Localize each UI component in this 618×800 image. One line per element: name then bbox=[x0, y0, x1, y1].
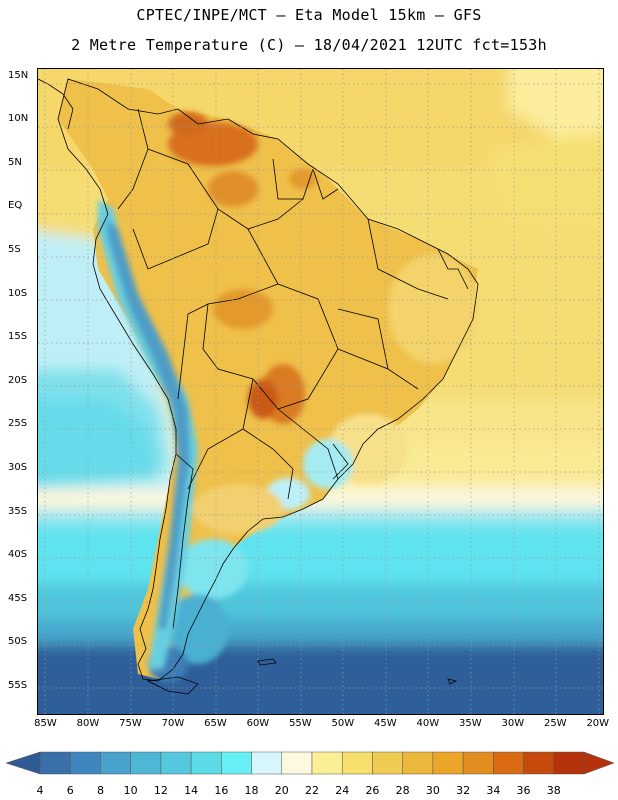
colorbar-label: 28 bbox=[395, 784, 410, 797]
longitude-label: 45W bbox=[374, 718, 397, 729]
temperature-map bbox=[37, 68, 604, 715]
colorbar-label: 22 bbox=[305, 784, 319, 797]
colorbar-label: 30 bbox=[425, 784, 440, 797]
colorbar-swatch bbox=[462, 751, 494, 775]
colorbar-swatch bbox=[372, 751, 403, 775]
longitude-label: 60W bbox=[246, 718, 270, 729]
colorbar-swatch bbox=[39, 751, 71, 775]
colorbar-label: 10 bbox=[123, 784, 138, 797]
colorbar-swatch bbox=[190, 751, 222, 775]
colorbar-swatch bbox=[251, 751, 283, 775]
latitude-label: 25S bbox=[8, 418, 28, 430]
colorbar-label: 16 bbox=[214, 784, 229, 797]
colorbar-swatch bbox=[130, 751, 162, 775]
latitude-label: 30S bbox=[8, 461, 28, 473]
colorbar-swatch bbox=[281, 751, 313, 775]
latitude-label: 55S bbox=[8, 679, 28, 691]
colorbar-label: 6 bbox=[66, 784, 74, 797]
colorbar-label: 20 bbox=[274, 784, 289, 797]
colorbar-swatch bbox=[160, 751, 192, 775]
latitude-label: 5S bbox=[8, 244, 21, 256]
map-canvas bbox=[38, 69, 603, 714]
colorbar-label: 14 bbox=[184, 784, 199, 797]
colorbar-swatch bbox=[402, 751, 434, 775]
colorbar-swatch bbox=[69, 751, 101, 775]
longitude-label: 85W bbox=[34, 718, 57, 729]
colorbar-under-arrow bbox=[5, 751, 41, 775]
longitude-label: 65W bbox=[204, 718, 227, 729]
colorbar-label: 36 bbox=[516, 784, 531, 797]
map-title-line2: 2 Metre Temperature (C) – 18/04/2021 12U… bbox=[71, 36, 547, 54]
latitude-label: 15N bbox=[8, 69, 29, 81]
colorbar-swatch bbox=[100, 751, 131, 775]
colorbar-label: 18 bbox=[244, 784, 259, 797]
colorbar-label: 4 bbox=[36, 784, 44, 797]
colorbar bbox=[0, 748, 618, 800]
colorbar-swatches bbox=[5, 751, 615, 775]
colorbar-swatch bbox=[523, 751, 555, 775]
latitude-label: 50S bbox=[8, 636, 28, 648]
longitude-label: 35W bbox=[458, 718, 482, 729]
colorbar-swatch bbox=[221, 751, 252, 775]
latitude-label: 10S bbox=[8, 287, 28, 299]
colorbar-swatch bbox=[553, 751, 585, 775]
longitude-label: 80W bbox=[76, 718, 100, 729]
latitude-label: 35S bbox=[8, 505, 28, 517]
latitude-label: EQ bbox=[8, 200, 23, 212]
colorbar-label: 8 bbox=[96, 784, 104, 797]
colorbar-swatch bbox=[493, 751, 524, 775]
longitude-label: 70W bbox=[161, 718, 185, 729]
colorbar-over-arrow bbox=[583, 751, 615, 775]
latitude-label: 5N bbox=[8, 156, 22, 168]
latitude-label: 10N bbox=[8, 113, 29, 125]
longitude-label: 75W bbox=[119, 718, 142, 729]
latitude-label: 20S bbox=[8, 374, 28, 386]
longitude-label: 20W bbox=[586, 718, 610, 729]
colorbar-swatch bbox=[311, 751, 343, 775]
colorbar-label: 24 bbox=[335, 784, 350, 797]
colorbar-label: 12 bbox=[153, 784, 168, 797]
latitude-label: 45S bbox=[8, 592, 28, 604]
latitude-label: 40S bbox=[8, 549, 28, 561]
longitude-label: 25W bbox=[543, 718, 567, 729]
map-title-line1: CPTEC/INPE/MCT – Eta Model 15km – GFS bbox=[136, 6, 482, 24]
longitude-label: 55W bbox=[289, 718, 312, 729]
colorbar-swatch bbox=[432, 751, 464, 775]
colorbar-swatch bbox=[341, 751, 373, 775]
colorbar-label: 38 bbox=[546, 784, 561, 797]
colorbar-label: 32 bbox=[456, 784, 471, 797]
longitude-label: 50W bbox=[331, 718, 355, 729]
latitude-label: 15S bbox=[8, 331, 28, 343]
longitude-label: 30W bbox=[501, 718, 525, 729]
colorbar-label: 34 bbox=[486, 784, 501, 797]
longitude-label: 40W bbox=[416, 718, 440, 729]
colorbar-label: 26 bbox=[365, 784, 380, 797]
